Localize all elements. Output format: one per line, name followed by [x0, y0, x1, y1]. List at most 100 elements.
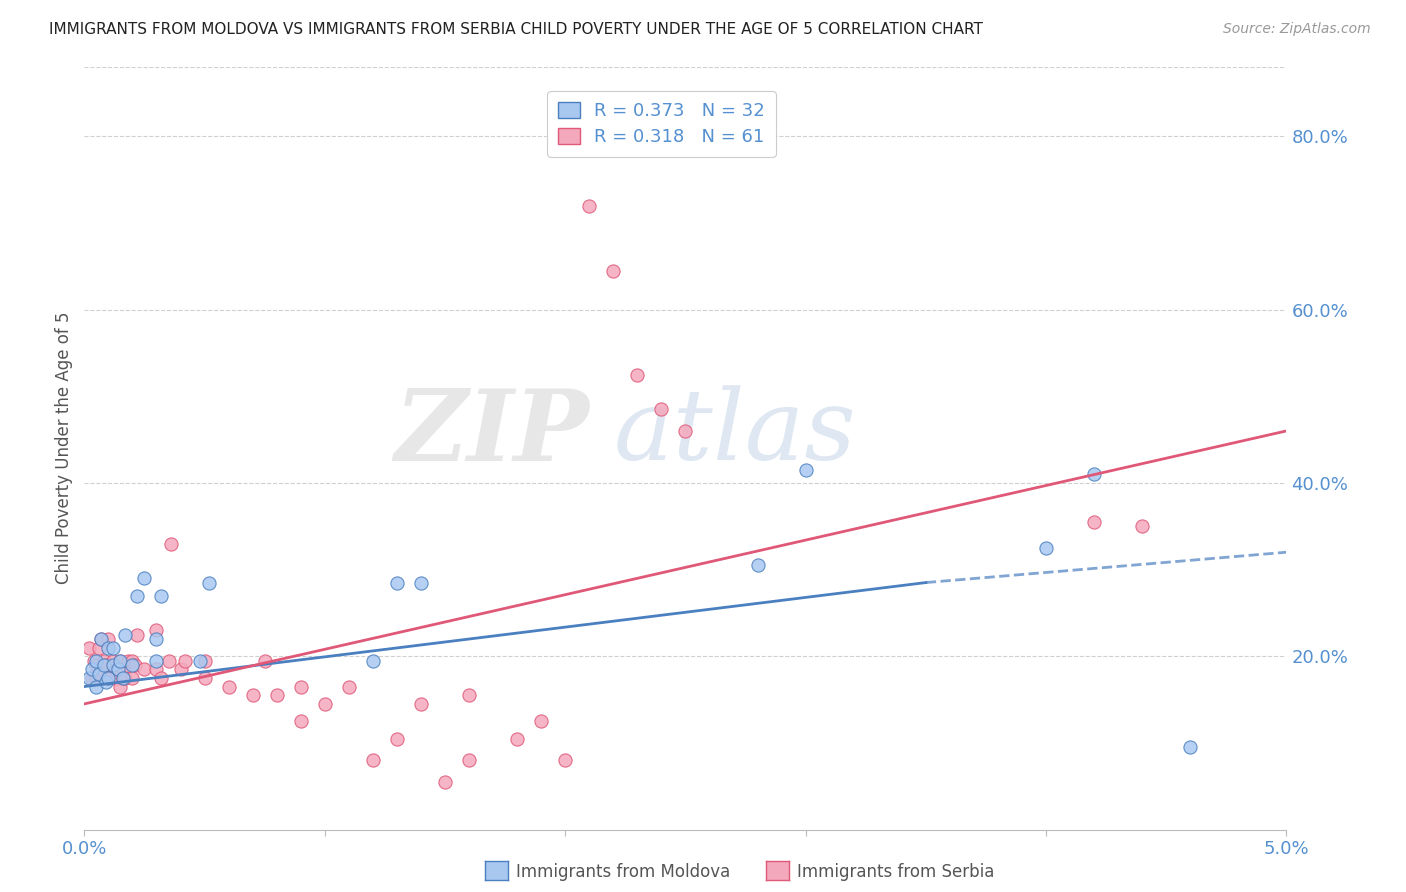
Point	[314, 697, 336, 711]
Point	[86, 657, 108, 672]
Point	[145, 654, 167, 668]
Point	[77, 671, 100, 685]
Point	[90, 662, 112, 676]
Point	[103, 657, 125, 672]
Point	[127, 627, 149, 641]
Point	[145, 624, 167, 638]
Point	[86, 680, 108, 694]
Point	[110, 680, 132, 694]
Point	[194, 671, 217, 685]
Point	[80, 662, 103, 676]
Text: IMMIGRANTS FROM MOLDOVA VS IMMIGRANTS FROM SERBIA CHILD POVERTY UNDER THE AGE OF: IMMIGRANTS FROM MOLDOVA VS IMMIGRANTS FR…	[49, 22, 983, 37]
Point	[110, 654, 132, 668]
Point	[90, 632, 112, 646]
Point	[104, 671, 127, 685]
Point	[86, 654, 108, 668]
Point	[458, 688, 481, 702]
Point	[80, 671, 103, 685]
Point	[111, 662, 134, 676]
Point	[107, 662, 129, 676]
Y-axis label: Child Poverty Under the Age of 5: Child Poverty Under the Age of 5	[55, 312, 73, 584]
Point	[650, 402, 672, 417]
Point	[87, 640, 110, 655]
Point	[1083, 467, 1105, 482]
Point	[626, 368, 648, 382]
Point	[409, 575, 432, 590]
Point	[602, 263, 624, 277]
Point	[174, 654, 197, 668]
Point	[253, 654, 276, 668]
Point	[94, 675, 117, 690]
Point	[114, 627, 136, 641]
Point	[794, 463, 817, 477]
Point	[506, 731, 529, 746]
Point	[86, 671, 108, 685]
Point	[242, 688, 264, 702]
Point	[1130, 519, 1153, 533]
Point	[194, 654, 217, 668]
Point	[90, 632, 112, 646]
Text: Immigrants from Serbia: Immigrants from Serbia	[797, 863, 994, 881]
Point	[361, 753, 384, 767]
Point	[93, 654, 115, 668]
Point	[145, 662, 167, 676]
Point	[111, 671, 134, 685]
Point	[111, 671, 134, 685]
Point	[160, 536, 183, 550]
Point	[554, 753, 576, 767]
Point	[127, 589, 149, 603]
Point	[150, 589, 173, 603]
Point	[97, 640, 120, 655]
Point	[578, 198, 600, 212]
Point	[145, 632, 167, 646]
Point	[385, 575, 408, 590]
Point	[337, 680, 360, 694]
Point	[1180, 740, 1202, 755]
Point	[87, 671, 110, 685]
Point	[157, 654, 180, 668]
Point	[434, 775, 457, 789]
Point	[93, 657, 115, 672]
Legend: R = 0.373   N = 32, R = 0.318   N = 61: R = 0.373 N = 32, R = 0.318 N = 61	[547, 91, 776, 157]
Text: Immigrants from Moldova: Immigrants from Moldova	[516, 863, 730, 881]
Point	[107, 662, 129, 676]
Point	[97, 671, 120, 685]
Point	[97, 632, 120, 646]
Point	[675, 424, 697, 438]
Point	[97, 671, 120, 685]
Text: atlas: atlas	[613, 385, 856, 481]
Point	[83, 654, 105, 668]
Point	[747, 558, 769, 573]
Point	[114, 671, 136, 685]
Text: ZIP: ZIP	[394, 384, 589, 481]
Point	[458, 753, 481, 767]
Point	[103, 654, 125, 668]
Point	[121, 671, 143, 685]
Point	[1035, 541, 1057, 555]
Point	[218, 680, 240, 694]
Point	[117, 654, 139, 668]
Point	[100, 671, 122, 685]
Point	[77, 640, 100, 655]
Point	[134, 662, 156, 676]
Point	[110, 654, 132, 668]
Point	[361, 654, 384, 668]
Point	[290, 680, 312, 694]
Point	[94, 657, 117, 672]
Point	[169, 662, 191, 676]
Point	[198, 575, 221, 590]
Point	[87, 666, 110, 681]
Point	[121, 657, 143, 672]
Point	[124, 657, 146, 672]
Text: Source: ZipAtlas.com: Source: ZipAtlas.com	[1223, 22, 1371, 37]
Point	[150, 671, 173, 685]
Point	[121, 654, 143, 668]
Point	[290, 714, 312, 729]
Point	[103, 640, 125, 655]
Point	[188, 654, 211, 668]
Point	[530, 714, 553, 729]
Point	[266, 688, 288, 702]
Point	[409, 697, 432, 711]
Point	[385, 731, 408, 746]
Point	[1083, 515, 1105, 529]
